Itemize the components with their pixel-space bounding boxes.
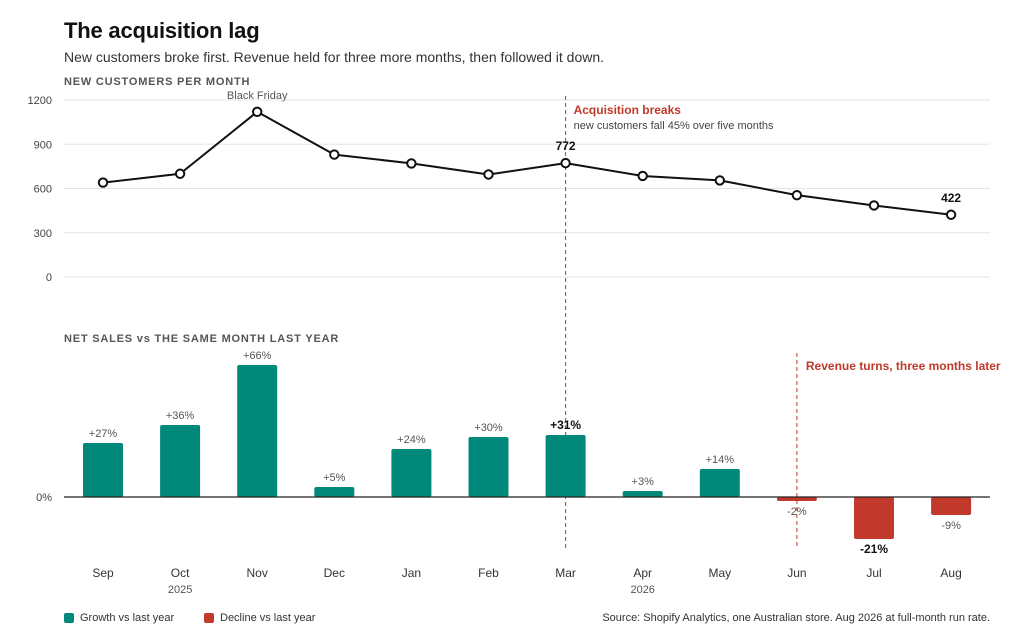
- legend-decline-swatch: [204, 613, 214, 623]
- sales-bar-aug: [931, 497, 972, 515]
- x-tick-nov: Nov: [247, 566, 268, 580]
- x-tick-jul: Jul: [866, 566, 881, 580]
- legend-growth-label: Growth vs last year: [80, 612, 175, 624]
- y-tick-label: 300: [34, 228, 52, 240]
- customers-point-oct: [174, 168, 186, 179]
- sales-bar-label: +24%: [397, 434, 426, 446]
- customers-point-apr: [637, 170, 648, 182]
- sales-bar-sep: [83, 443, 123, 497]
- x-tick-feb: Feb: [478, 566, 499, 580]
- y-tick-label: 0: [46, 272, 52, 284]
- sales-bar-label: +31%: [550, 418, 581, 432]
- legend-decline: Decline vs last year: [204, 612, 315, 624]
- sales-bar-label: +5%: [323, 472, 346, 484]
- acquisition-break-note: new customers fall 45% over five months: [574, 120, 774, 132]
- x-tick-mar: Mar: [555, 566, 576, 580]
- sales-bar-jun: [776, 497, 817, 501]
- sales-bar-label: +14%: [706, 454, 735, 466]
- customers-point-jul: [868, 200, 880, 211]
- y-tick-label: 1200: [28, 95, 52, 107]
- sales-bar-label: -2%: [787, 506, 807, 518]
- customers-point-aug: [945, 209, 957, 220]
- sales-bar-jul: [854, 497, 894, 539]
- sales-bar-label: +36%: [166, 410, 195, 422]
- sales-bar-label: +66%: [243, 350, 272, 362]
- x-tick-may: May: [708, 566, 731, 580]
- sales-bar-may: [699, 469, 740, 497]
- revenue-turn-title: Revenue turns, three months later: [806, 359, 1001, 373]
- customers-point-sep: [97, 177, 109, 188]
- bar-panel-label: NET SALES vs THE SAME MONTH LAST YEAR: [64, 333, 339, 345]
- y-tick-label: 900: [34, 139, 52, 151]
- customers-line: [102, 110, 952, 216]
- chart-subtitle: New customers broke first. Revenue held …: [64, 49, 605, 65]
- sales-bar-oct: [160, 425, 201, 497]
- year-label-2026: 2026: [630, 584, 654, 596]
- chart-canvas: NEW CUSTOMERS PER MONTH 0 300 600 900 1200 Acq…: [28, 76, 1001, 596]
- sales-bar-label: -21%: [860, 542, 888, 556]
- legend-decline-label: Decline vs last year: [220, 612, 316, 624]
- customers-point-label: Black Friday: [227, 90, 288, 102]
- sales-bar-label: +30%: [474, 422, 503, 434]
- sales-bar-label: -9%: [941, 520, 961, 532]
- customers-point-mar: [560, 157, 571, 169]
- legend-growth: Growth vs last year: [64, 612, 174, 624]
- sales-bar-jan: [391, 449, 432, 497]
- x-tick-jun: Jun: [787, 566, 806, 580]
- customers-point-jun: [791, 189, 803, 201]
- customers-point-nov: [252, 106, 263, 118]
- sales-bar-feb: [468, 437, 509, 497]
- sales-bar-nov: [237, 365, 278, 497]
- customers-point-label: 772: [556, 139, 576, 153]
- customers-point-feb: [483, 169, 494, 180]
- x-tick-apr: Apr: [633, 566, 652, 580]
- sales-bar-apr: [622, 491, 663, 497]
- x-tick-oct: Oct: [171, 566, 190, 580]
- chart-title: The acquisition lag: [64, 18, 260, 43]
- customers-point-dec: [329, 149, 340, 160]
- year-label-2025: 2025: [168, 584, 192, 596]
- y-tick-label: 600: [34, 184, 52, 196]
- zero-label: 0%: [36, 492, 52, 504]
- customers-point-label: 422: [941, 191, 961, 205]
- sales-bar-label: +27%: [89, 428, 118, 440]
- x-tick-aug: Aug: [940, 566, 961, 580]
- chart-footer: Growth vs last year Decline vs last year…: [0, 612, 1024, 632]
- x-tick-jan: Jan: [402, 566, 421, 580]
- customers-point-may: [714, 175, 725, 186]
- x-tick-dec: Dec: [324, 566, 345, 580]
- sales-bar-mar: [545, 435, 586, 497]
- x-tick-sep: Sep: [92, 566, 114, 580]
- line-panel-label: NEW CUSTOMERS PER MONTH: [64, 76, 250, 88]
- sales-bar-dec: [314, 487, 355, 497]
- customers-point-jan: [406, 158, 417, 169]
- sales-bar-label: +3%: [632, 476, 655, 488]
- source-note: Source: Shopify Analytics, one Australia…: [602, 612, 990, 624]
- acquisition-break-title: Acquisition breaks: [574, 103, 682, 117]
- legend-growth-swatch: [64, 613, 74, 623]
